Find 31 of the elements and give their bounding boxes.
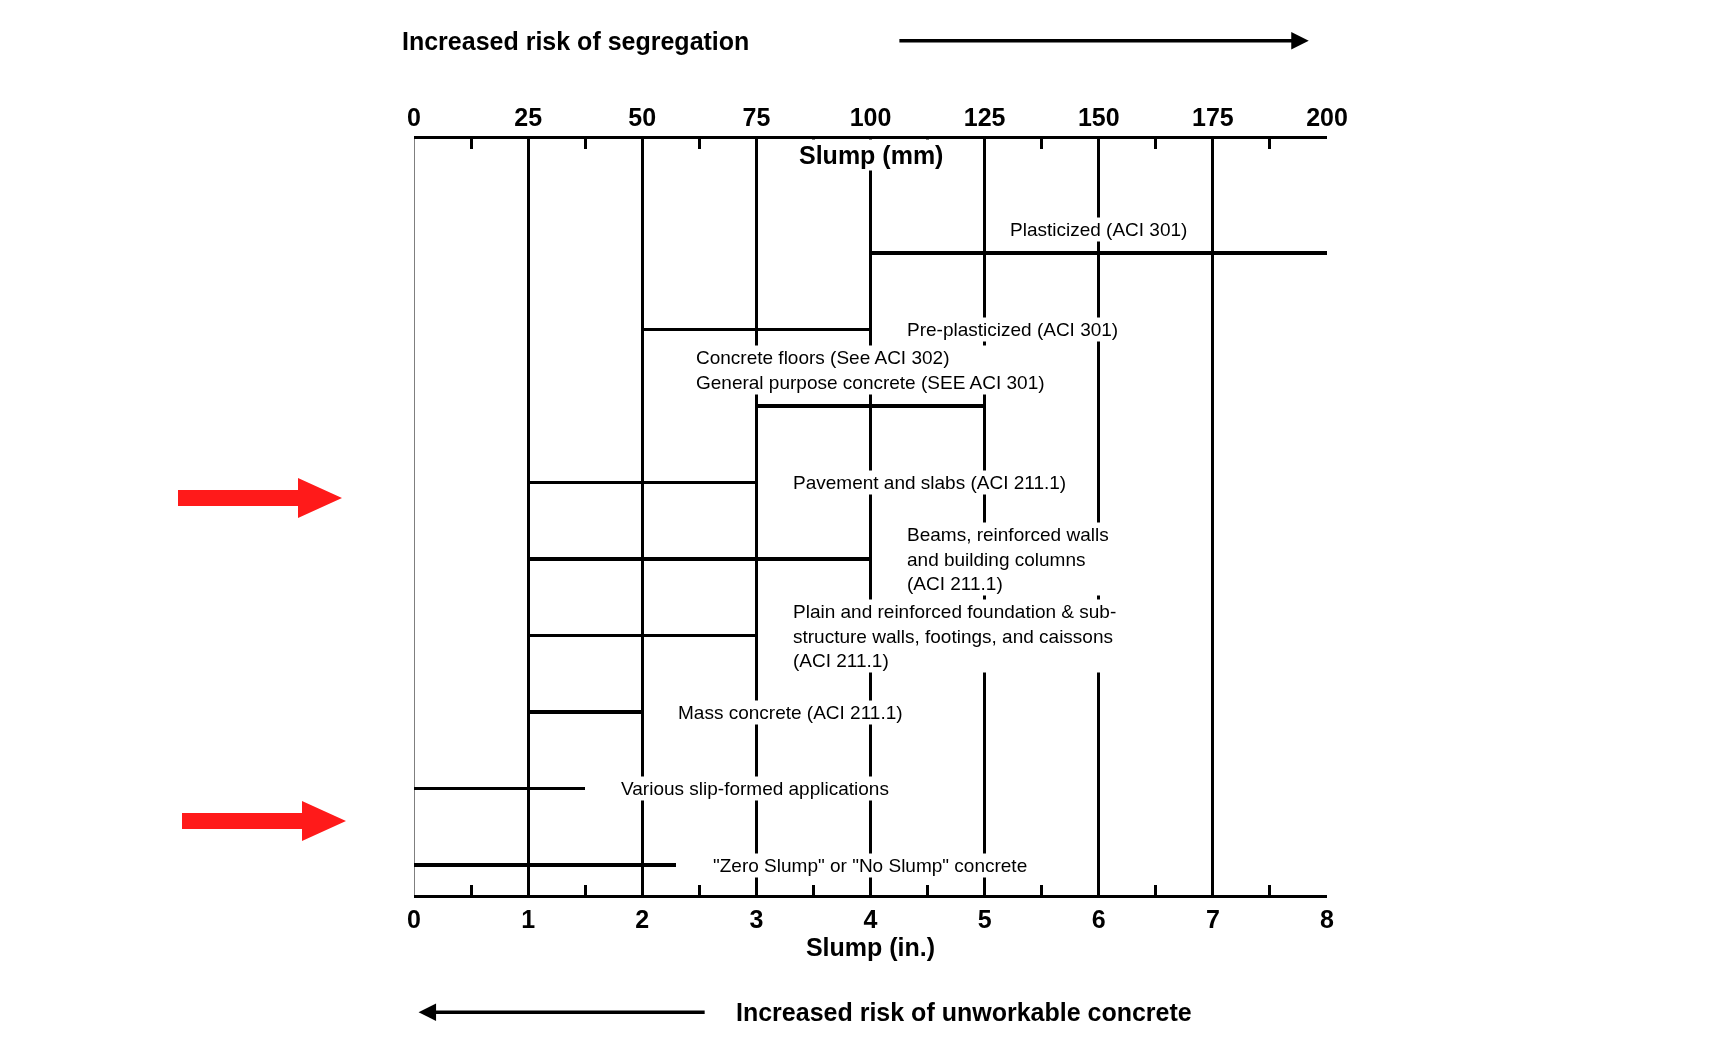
x-tick-label: 2 xyxy=(635,905,650,933)
y-tick-label: Pavement and slabs (ACI 211.1) xyxy=(793,472,1067,493)
x2-tick-label: 175 xyxy=(1192,103,1234,131)
x2-tick-label: 0 xyxy=(407,103,421,131)
x2-tick-label: 125 xyxy=(963,103,1006,131)
text: Increased risk of unworkable concrete xyxy=(736,998,1192,1026)
x-tick-label: 8 xyxy=(1320,905,1335,933)
x2-tick-label: 75 xyxy=(742,103,771,131)
x-tick-label: 7 xyxy=(1205,905,1220,933)
y-tick-label: Plain and reinforced foundation & sub- structure walls, footings, and caissons (ACI 211.1) xyxy=(793,601,1117,672)
y-tick-label: Concrete floors (See ACI 302) General purpose concrete (SEE ACI 301) xyxy=(696,347,1045,393)
x2-tick-label: 100 xyxy=(849,103,892,131)
text: Increased risk of segregation xyxy=(402,27,750,55)
x2-tick-label: 50 xyxy=(628,103,657,131)
y-tick-label: Mass concrete (ACI 211.1) xyxy=(678,702,903,723)
x-axis-title: Slump (in.) xyxy=(805,933,936,961)
x-tick-label: 3 xyxy=(749,905,764,933)
x-tick-label: 5 xyxy=(977,905,992,933)
x-tick-label: 1 xyxy=(521,905,536,933)
x-tick-label: 6 xyxy=(1091,905,1106,933)
y-tick-label: Pre-plasticized (ACI 301) xyxy=(907,319,1119,340)
y-tick-label: Beams, reinforced walls and building columns (ACI 211.1) xyxy=(907,524,1109,595)
x2-tick-label: 150 xyxy=(1077,103,1120,131)
x-tick-label: 4 xyxy=(863,905,878,933)
x2-tick-label: 25 xyxy=(514,103,543,131)
x2-axis-title: Slump (mm) xyxy=(799,141,944,169)
y-tick-label: "Zero Slump" or "No Slump" concrete xyxy=(713,855,1028,876)
y-tick-label: Plasticized (ACI 301) xyxy=(1010,219,1188,240)
x-tick-label: 0 xyxy=(407,905,421,933)
x2-tick-label: 200 xyxy=(1306,103,1348,131)
y-tick-label: Various slip-formed applications xyxy=(621,778,889,799)
